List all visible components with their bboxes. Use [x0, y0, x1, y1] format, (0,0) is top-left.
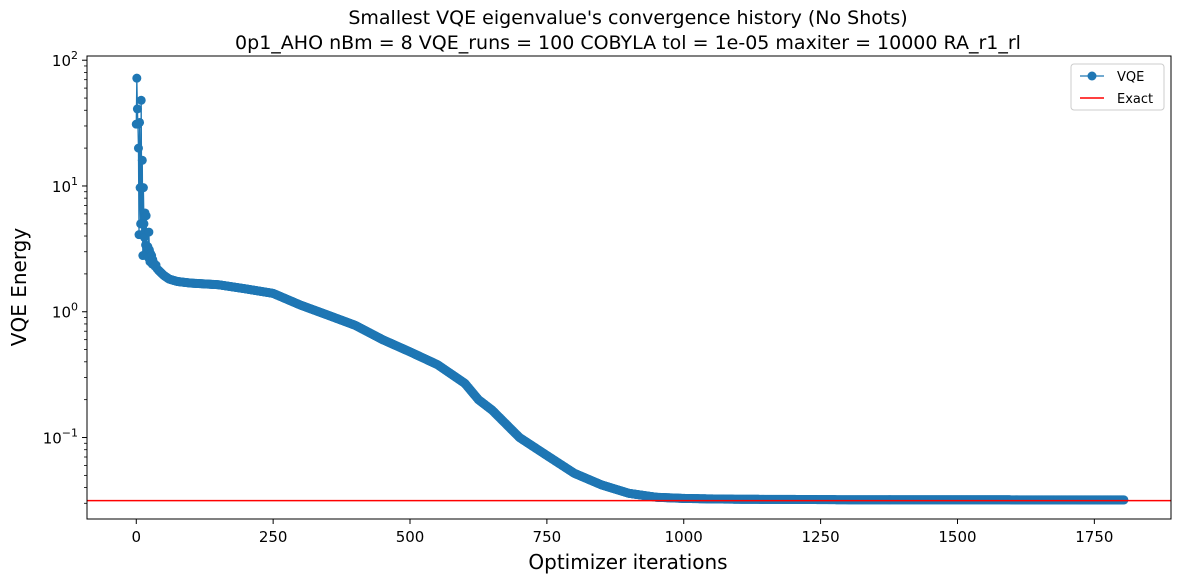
- x-tick-label: 750: [533, 528, 562, 546]
- vqe-point: [133, 143, 143, 153]
- y-tick-label: 100: [52, 301, 78, 322]
- y-tick-label: 102: [52, 49, 78, 70]
- y-axis: 10−1 100 101 102: [43, 49, 87, 504]
- vqe-point: [144, 227, 154, 237]
- x-tick-label: 1000: [665, 528, 703, 546]
- vqe-point: [137, 155, 147, 165]
- vqe-point: [132, 104, 142, 114]
- chart-title: Smallest VQE eigenvalue's convergence hi…: [348, 7, 907, 29]
- plot-area: [87, 73, 1171, 505]
- y-tick-label: 10−1: [43, 427, 78, 448]
- legend-vqe-marker: [1087, 71, 1097, 81]
- x-tick-label: 250: [259, 528, 288, 546]
- y-axis-label: VQE Energy: [7, 228, 31, 347]
- vqe-point: [138, 183, 148, 193]
- x-tick-label: 0: [131, 528, 141, 546]
- axes-frame: [86, 55, 1172, 520]
- vqe-point: [132, 73, 142, 83]
- legend: VQE Exact: [1070, 63, 1165, 111]
- vqe-series-line: [135, 78, 1124, 501]
- vqe-markers: [131, 73, 1129, 505]
- y-tick-label: 101: [52, 175, 78, 196]
- vqe-point: [136, 95, 146, 105]
- legend-vqe-label: VQE: [1117, 70, 1144, 85]
- chart-subtitle: 0p1_AHO nBm = 8 VQE_runs = 100 COBYLA to…: [235, 32, 1021, 54]
- x-tick-label: 1750: [1075, 528, 1113, 546]
- vqe-point: [135, 117, 145, 127]
- vqe-point: [139, 219, 149, 229]
- x-axis: 0 250 500 750 1000 1250 1500 1750: [131, 519, 1113, 546]
- x-axis-label: Optimizer iterations: [528, 550, 727, 574]
- x-tick-label: 1250: [802, 528, 840, 546]
- vqe-point: [141, 211, 151, 221]
- x-tick-label: 500: [396, 528, 425, 546]
- x-tick-label: 1500: [938, 528, 976, 546]
- legend-exact-label: Exact: [1117, 92, 1153, 107]
